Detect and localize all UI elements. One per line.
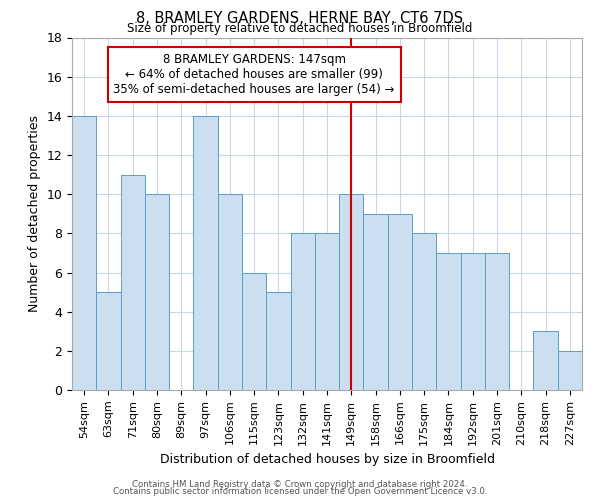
Bar (485, 253, 509, 390)
Bar (242, 272, 266, 390)
Bar (364, 214, 388, 390)
Bar (266, 292, 290, 390)
Text: 8 BRAMLEY GARDENS: 147sqm
← 64% of detached houses are smaller (99)
35% of semi-: 8 BRAMLEY GARDENS: 147sqm ← 64% of detac… (113, 53, 395, 96)
Bar (121, 174, 145, 390)
Bar (218, 194, 242, 390)
Bar (315, 234, 339, 390)
Bar (96, 292, 121, 390)
Bar (461, 253, 485, 390)
Text: Contains HM Land Registry data © Crown copyright and database right 2024.: Contains HM Land Registry data © Crown c… (132, 480, 468, 489)
Text: 8, BRAMLEY GARDENS, HERNE BAY, CT6 7DS: 8, BRAMLEY GARDENS, HERNE BAY, CT6 7DS (136, 11, 464, 26)
Bar (145, 194, 169, 390)
Bar (290, 234, 315, 390)
Bar (72, 116, 96, 390)
Bar (436, 253, 461, 390)
Y-axis label: Number of detached properties: Number of detached properties (28, 116, 41, 312)
Text: Size of property relative to detached houses in Broomfield: Size of property relative to detached ho… (127, 22, 473, 35)
Bar (339, 194, 364, 390)
Bar (533, 331, 558, 390)
Bar (193, 116, 218, 390)
Bar (558, 351, 582, 390)
Text: Contains public sector information licensed under the Open Government Licence v3: Contains public sector information licen… (113, 488, 487, 496)
Bar (412, 234, 436, 390)
X-axis label: Distribution of detached houses by size in Broomfield: Distribution of detached houses by size … (160, 453, 494, 466)
Bar (388, 214, 412, 390)
